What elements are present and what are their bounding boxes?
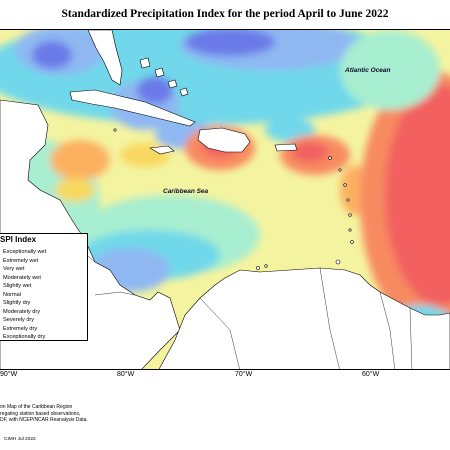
spi-map-canvas: Atlantic Ocean Caribbean Sea [0, 30, 450, 369]
legend-item-slightly-wet: Slightly wet [3, 283, 32, 289]
longitude-label-80w: 80°W [117, 371, 135, 378]
spi-legend: SPI Index Exceptionally wet Extremely we… [0, 233, 88, 341]
legend-item-exceptionally-dry: Exceptionally dry [3, 334, 46, 340]
hispaniola-land [197, 127, 251, 153]
puerto-rico-land [274, 143, 298, 152]
note-line: on Map of the Caribbean Region [0, 404, 73, 410]
legend-title: SPI Index [0, 235, 37, 244]
note-line: DF, with NCEP/NCAR Reanalysis Data. [0, 417, 88, 424]
longitude-label-90w: 90°W [0, 371, 18, 378]
florida-land [87, 30, 123, 86]
spi-field [0, 30, 450, 365]
copyright-text: CIMH Jul 2022 [4, 437, 36, 442]
legend-item-slightly-dry: Slightly dry [3, 300, 31, 306]
longitude-label-70w: 70°W [235, 371, 253, 378]
legend-item-very-wet: Very wet [3, 266, 25, 272]
legend-item-severely-dry: Severely dry [3, 317, 35, 323]
atlantic-ocean-label: Atlantic Ocean [344, 67, 391, 74]
cuba-land [69, 89, 196, 127]
legend-item-moderately-wet: Moderately wet [3, 274, 41, 281]
map-notes: on Map of the Caribbean Region regating … [0, 404, 88, 424]
legend-item-moderately-dry: Moderately dry [3, 308, 40, 315]
longitude-label-60w: 60°W [362, 371, 380, 378]
legend-item-exceptionally-wet: Exceptionally wet [3, 249, 47, 255]
legend-item-extremely-dry: Extremely dry [3, 325, 38, 332]
legend-item-normal: Normal [3, 291, 22, 298]
jamaica-land [149, 145, 175, 155]
south-america-land [158, 267, 450, 369]
map-title: Standardized Precipitation Index for the… [61, 8, 389, 20]
note-line: regating station based observations, [0, 410, 81, 417]
spi-map: Atlantic Ocean Caribbean Sea [0, 29, 450, 370]
legend-item-extremely-wet: Extremely wet [3, 257, 39, 264]
caribbean-sea-label: Caribbean Sea [163, 188, 209, 195]
